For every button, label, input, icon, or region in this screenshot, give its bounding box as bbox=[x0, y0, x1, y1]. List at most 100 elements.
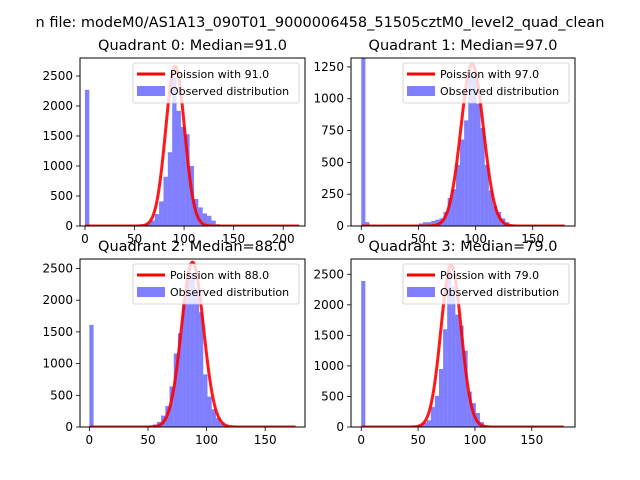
y-tick-label: 1000 bbox=[313, 359, 344, 373]
histogram-bar bbox=[361, 280, 366, 427]
histogram-bar bbox=[492, 205, 498, 226]
x-tick-label: 0 bbox=[81, 232, 89, 246]
quadrant-3-title: Quadrant 3: Median=79.0 bbox=[369, 239, 558, 255]
x-tick-label: 150 bbox=[520, 433, 543, 447]
y-tick-label: 1500 bbox=[42, 129, 73, 143]
plot-area bbox=[360, 263, 565, 427]
legend-hist-label: Observed distribution bbox=[170, 85, 289, 98]
histogram-bar bbox=[447, 198, 452, 226]
poisson-line bbox=[83, 64, 301, 226]
plot-area bbox=[88, 260, 297, 427]
histogram-bar bbox=[182, 301, 187, 427]
histogram-bar bbox=[154, 214, 160, 226]
poisson-line bbox=[360, 62, 566, 226]
histogram-bar bbox=[451, 286, 456, 427]
legend-hist-label: Observed distribution bbox=[440, 286, 559, 299]
x-tick-label: 100 bbox=[173, 232, 196, 246]
y-tick-label: 500 bbox=[321, 155, 344, 169]
x-tick-label: 150 bbox=[222, 232, 245, 246]
histogram-bar bbox=[447, 270, 452, 427]
histogram-bar bbox=[443, 329, 448, 427]
y-tick-label: 2500 bbox=[42, 262, 73, 276]
x-tick-label: 50 bbox=[127, 232, 142, 246]
y-tick-label: 0 bbox=[65, 420, 73, 434]
histogram-bar bbox=[84, 89, 90, 226]
legend-line-label: Poission with 88.0 bbox=[170, 269, 269, 282]
y-tick-label: 500 bbox=[321, 389, 344, 403]
histogram-bar bbox=[468, 73, 473, 226]
histogram-bar bbox=[207, 215, 212, 226]
x-tick-label: 50 bbox=[411, 232, 426, 246]
axes-frame bbox=[79, 57, 306, 227]
y-tick-label: 2000 bbox=[42, 99, 73, 113]
legend-line-label: Poission with 91.0 bbox=[170, 68, 269, 81]
histogram-bar bbox=[177, 333, 183, 427]
histogram-bar bbox=[427, 222, 432, 226]
histogram-bar bbox=[480, 128, 485, 226]
axes-frame bbox=[79, 258, 306, 428]
y-tick-label: 0 bbox=[65, 219, 73, 233]
histogram-bar bbox=[422, 422, 427, 427]
x-tick-label: 100 bbox=[195, 433, 218, 447]
plot-area bbox=[360, 58, 566, 226]
legend: Poission with 88.0 Observed distribution bbox=[132, 263, 300, 305]
y-tick-label: 2000 bbox=[42, 293, 73, 307]
histogram-bar bbox=[430, 406, 435, 427]
histogram-bar bbox=[169, 386, 174, 427]
histogram-bar bbox=[439, 368, 444, 427]
axes-frame bbox=[350, 57, 576, 227]
y-tick-label: 0 bbox=[336, 420, 344, 434]
histogram-bar bbox=[199, 312, 204, 427]
y-tick-label: 2500 bbox=[313, 267, 344, 281]
legend-box bbox=[132, 263, 300, 305]
legend: Poission with 97.0 Observed distribution bbox=[402, 62, 570, 104]
histogram-bar bbox=[435, 219, 440, 226]
y-tick-label: 500 bbox=[50, 189, 73, 203]
quadrant-2-panel: Quadrant 2: Median=88.00 50 100 15005001000… bbox=[42, 239, 306, 447]
legend-line-label: Poission with 97.0 bbox=[440, 68, 539, 81]
histogram-bar bbox=[455, 164, 461, 226]
quadrant-2-title: Quadrant 2: Median=88.0 bbox=[98, 239, 287, 255]
legend-hist-swatch bbox=[137, 287, 165, 297]
x-tick-label: 100 bbox=[464, 232, 487, 246]
histogram-bar bbox=[220, 423, 225, 427]
histogram-bar bbox=[202, 213, 208, 226]
x-tick-label: 50 bbox=[140, 433, 155, 447]
legend-box bbox=[402, 263, 570, 305]
y-tick-label: 1000 bbox=[42, 357, 73, 371]
y-tick-label: 750 bbox=[321, 124, 344, 138]
histogram-bar bbox=[434, 395, 440, 427]
histogram-bar bbox=[459, 325, 464, 427]
legend: Poission with 79.0 Observed distribution bbox=[402, 263, 570, 305]
histogram-bar bbox=[472, 75, 477, 226]
y-tick-label: 2500 bbox=[42, 69, 73, 83]
y-tick-label: 500 bbox=[50, 388, 73, 402]
histogram-bar bbox=[467, 391, 472, 427]
histogram-bar bbox=[167, 152, 173, 226]
histogram-bar bbox=[484, 164, 489, 226]
legend: Poission with 91.0 Observed distribution bbox=[132, 62, 300, 104]
histogram-bar bbox=[190, 272, 195, 427]
y-tick-label: 1500 bbox=[313, 328, 344, 342]
histogram-bar bbox=[163, 176, 168, 226]
legend-box bbox=[402, 62, 570, 104]
histogram-bar bbox=[172, 77, 177, 226]
histogram-bar bbox=[215, 418, 221, 427]
histogram-bar bbox=[203, 374, 208, 427]
histogram-bar bbox=[463, 350, 468, 427]
histogram-bar bbox=[186, 279, 191, 427]
histogram-bar bbox=[451, 189, 456, 226]
histogram-bar bbox=[431, 220, 436, 226]
histogram-bar bbox=[198, 207, 203, 226]
histogram-bar bbox=[194, 290, 200, 427]
axes-frame bbox=[350, 258, 576, 428]
quadrant-1-title: Quadrant 1: Median=97.0 bbox=[369, 38, 558, 54]
x-tick-label: 200 bbox=[272, 232, 295, 246]
plot-area bbox=[83, 64, 301, 226]
x-tick-label: 0 bbox=[357, 232, 365, 246]
x-tick-label: 0 bbox=[357, 433, 365, 447]
histogram-bar bbox=[173, 353, 178, 427]
histogram-bar bbox=[176, 110, 181, 226]
histogram-bar bbox=[159, 201, 164, 226]
